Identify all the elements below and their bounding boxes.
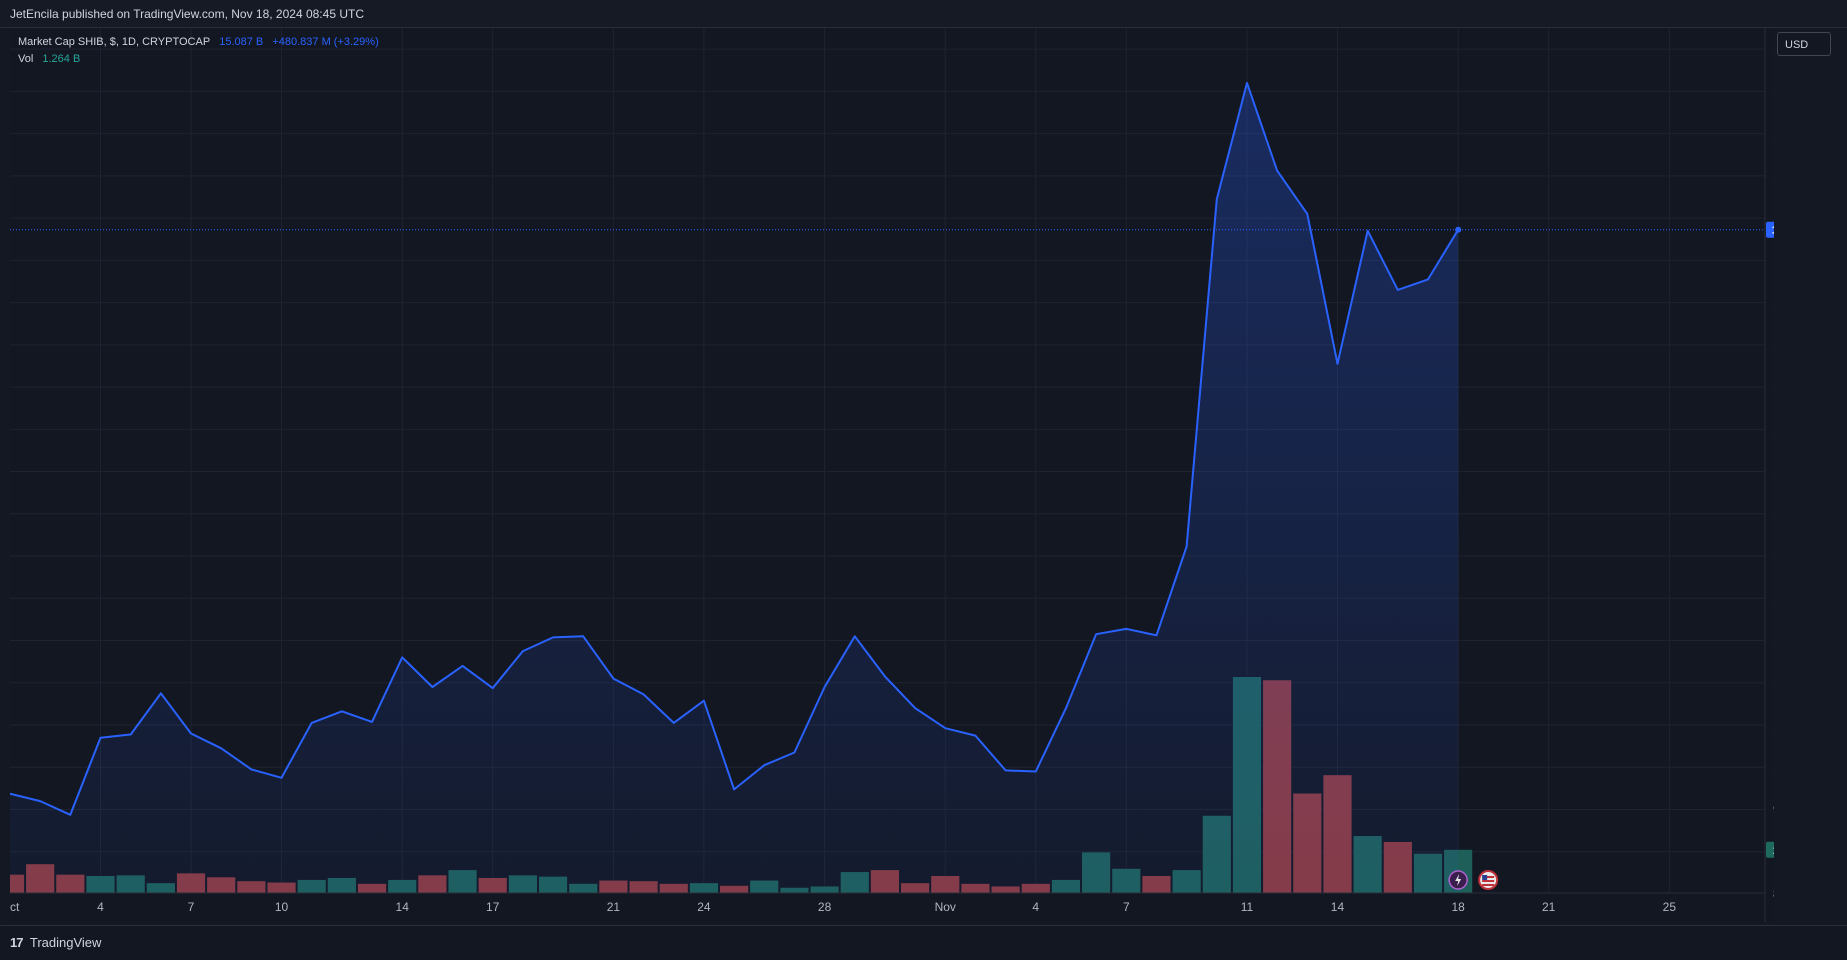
- x-tick-label: 14: [1331, 900, 1345, 914]
- y-tick-label: 12.8B: [1773, 465, 1774, 479]
- x-tick-label: Nov: [935, 900, 956, 914]
- us-flag-icon[interactable]: [1478, 870, 1499, 890]
- x-tick-label: 25: [1663, 900, 1677, 914]
- x-tick-label: 11: [1241, 900, 1254, 914]
- y-tick-label: 12.4B: [1773, 507, 1774, 521]
- x-tick-label: 14: [396, 900, 410, 914]
- legend-change: +480.837 M (+3.29%): [272, 36, 379, 48]
- last-price-badge: [1766, 221, 1774, 238]
- legend-vol-value: 1.264 B: [42, 53, 81, 65]
- y-tick-label: 16B: [1773, 127, 1774, 141]
- y-tick-label: 10.8B: [1773, 676, 1774, 690]
- y-tick-label: 10B: [1773, 760, 1774, 774]
- x-tick-label: 18: [1451, 900, 1465, 914]
- y-tick-label: 13.6B: [1773, 380, 1774, 394]
- last-volume-badge: [1766, 841, 1774, 858]
- y-tick-label: 14.8B: [1773, 253, 1774, 267]
- publish-header: JetEncila published on TradingView.com, …: [0, 0, 1847, 28]
- last-price-dot: [1455, 226, 1462, 233]
- x-tick-label: 10: [275, 900, 289, 914]
- y-tick-label: 16.4B: [1773, 84, 1774, 98]
- legend-vol-label[interactable]: Vol: [18, 53, 34, 65]
- last-price-label: 15.087 B: [1772, 225, 1774, 237]
- y-tick-label: 11.6B: [1773, 591, 1774, 605]
- y-tick-label: 8.8B: [1773, 887, 1774, 901]
- price-line[interactable]: [10, 81, 1460, 816]
- chart-svg[interactable]: 16.8B 16.4B 16B 15.6B 15.2B 14.8B 14.4B 14B 13.6…: [10, 28, 1774, 922]
- x-tick-label: 7: [188, 900, 195, 914]
- y-tick-label: 13.2B: [1773, 422, 1774, 436]
- x-tick-label: 7: [1123, 900, 1130, 914]
- x-tick-label: 17: [486, 900, 500, 914]
- x-tick-label: 4: [1032, 900, 1039, 914]
- x-tick-label: 28: [818, 900, 832, 914]
- y-tick-label: 14B: [1773, 338, 1774, 352]
- chart-area[interactable]: 16.8B 16.4B 16B 15.6B 15.2B 14.8B 14.4B 14B 13.6…: [10, 28, 1774, 922]
- legend-last-value: 15.087 B: [219, 36, 264, 48]
- y-tick-label: 11.2B: [1773, 634, 1774, 648]
- legend-symbol[interactable]: Market Cap SHIB, $, 1D, CRYPTOCAP: [18, 36, 211, 48]
- x-tick-label: 4: [97, 900, 104, 914]
- legend: Market Cap SHIB, $, 1D, CRYPTOCAP 15.087…: [18, 34, 385, 68]
- y-tick-label: 15.6B: [1773, 169, 1774, 183]
- price-area: [10, 82, 1459, 893]
- x-tick-label: 24: [697, 900, 711, 914]
- currency-button[interactable]: USD: [1777, 32, 1831, 56]
- tradingview-logo[interactable]: 17: [10, 935, 24, 950]
- published-text: JetEncila published on TradingView.com, …: [10, 7, 364, 21]
- y-tick-label: 14.4B: [1773, 296, 1774, 310]
- y-tick-label: 16.8B: [1773, 42, 1774, 56]
- x-tick-label: 21: [607, 900, 621, 914]
- legend-vol-row: Vol 1.264 B: [18, 51, 385, 68]
- legend-main-row: Market Cap SHIB, $, 1D, CRYPTOCAP 15.087…: [18, 34, 385, 51]
- y-tick-label: 10.4B: [1773, 718, 1774, 732]
- tradingview-brand[interactable]: TradingView: [29, 935, 102, 950]
- y-tick-label: 12B: [1773, 549, 1774, 563]
- footer: 17 TradingView: [0, 925, 1847, 959]
- x-tick-label: 21: [1542, 900, 1556, 914]
- lightning-icon[interactable]: [1448, 870, 1468, 890]
- y-tick-label: 15.2B: [1773, 211, 1774, 225]
- x-tick-label: ct: [10, 900, 20, 914]
- y-tick-label: 9.6B: [1773, 803, 1774, 817]
- last-volume-label: 1.264 B: [1773, 845, 1774, 857]
